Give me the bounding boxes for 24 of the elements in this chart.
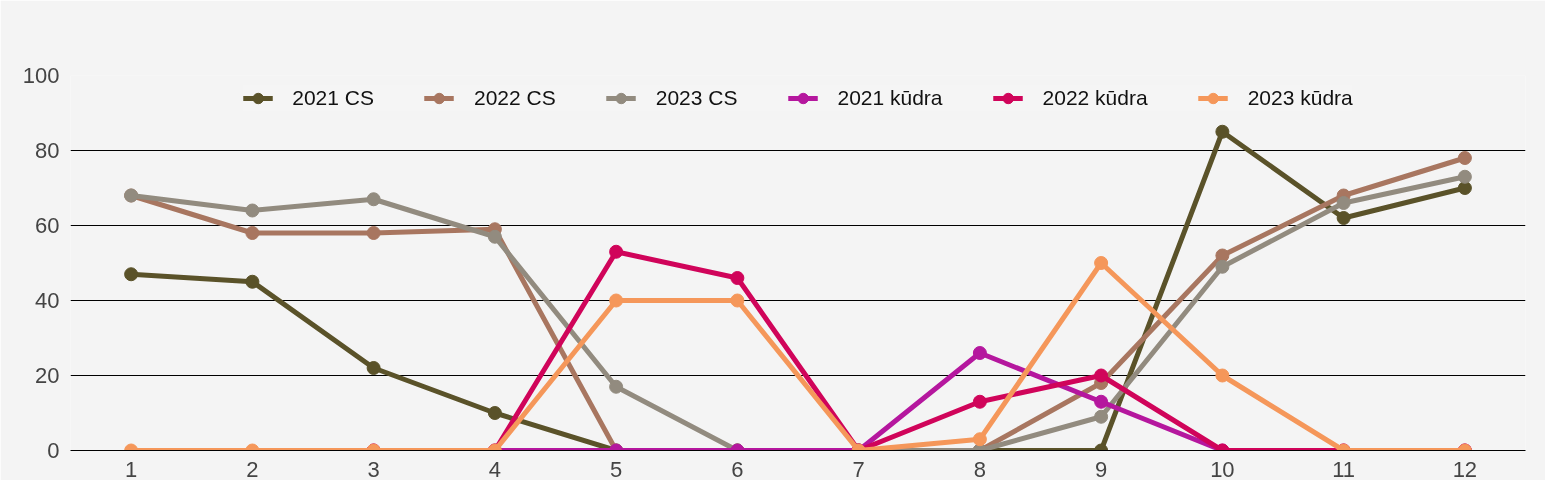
x-tick-label: 10 <box>1210 456 1235 482</box>
legend-label: 2023 CS <box>655 86 738 110</box>
x-tick-label: 11 <box>1332 456 1356 482</box>
x-tick-label: 2 <box>246 456 259 482</box>
x-tick-label: 9 <box>1095 456 1108 482</box>
x-tick-label: 1 <box>125 456 138 482</box>
y-tick-label: 60 <box>35 213 60 238</box>
legend-label: 2022 kūdra <box>1042 86 1148 110</box>
x-tick-label: 7 <box>852 456 865 482</box>
x-tick-label: 6 <box>731 456 744 482</box>
y-tick-label: 80 <box>35 138 60 163</box>
legend-label: 2021 kūdra <box>837 86 943 110</box>
legend-label: 2021 CS <box>292 86 374 110</box>
y-tick-label: 0 <box>47 438 60 463</box>
y-tick-label: 40 <box>35 288 60 313</box>
legend-label: 2022 CS <box>473 86 556 110</box>
x-tick-label: 5 <box>610 456 623 482</box>
x-tick-label: 12 <box>1452 456 1478 482</box>
x-tick-label: 3 <box>367 456 380 482</box>
y-tick-label: 20 <box>35 363 60 388</box>
y-tick-label: 100 <box>22 63 60 88</box>
x-tick-label: 4 <box>488 456 502 482</box>
legend-label: 2023 kūdra <box>1247 86 1353 110</box>
x-tick-label: 8 <box>973 456 987 482</box>
